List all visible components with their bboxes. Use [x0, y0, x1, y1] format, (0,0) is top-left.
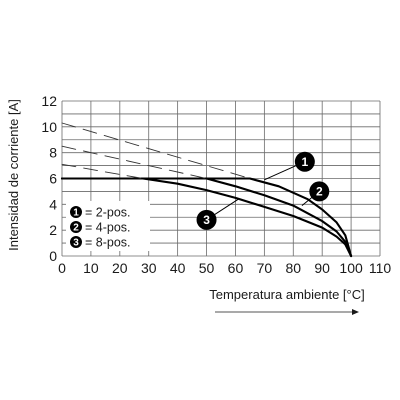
callout-3-badge	[196, 209, 217, 230]
series-2-solid-line	[60, 177, 353, 258]
x-tick-label: 110	[369, 260, 392, 276]
series-3-solid-line	[60, 177, 353, 258]
x-tick-label: 10	[83, 260, 99, 276]
callout-2-badge	[309, 181, 330, 202]
series-2-dashed-line	[61, 145, 207, 179]
y-tick-label: 10	[41, 119, 57, 135]
legend-label-3: = 8-pos.	[85, 236, 131, 250]
y-tick-label: 2	[49, 222, 57, 238]
legend-marker-3	[70, 236, 82, 248]
x-tick-label: 40	[170, 260, 186, 276]
y-tick-label: 6	[49, 171, 57, 187]
callout-2-number: 2	[316, 185, 323, 199]
callout-3-number: 3	[203, 213, 210, 227]
y-axis-title: Intensidad de corriente [A]	[6, 99, 21, 251]
callout-1-badge	[294, 151, 315, 172]
y-tick-label: 8	[49, 145, 57, 161]
legend-marker-1-number: 1	[73, 208, 79, 219]
legend-marker-1	[70, 206, 82, 218]
y-tick-label: 4	[49, 196, 57, 212]
x-tick-label: 20	[112, 260, 128, 276]
x-axis-title: Temperatura ambiente [°C]	[209, 287, 365, 302]
x-tick-label: 90	[314, 260, 330, 276]
x-tick-label: 30	[141, 260, 157, 276]
x-tick-label: 70	[257, 260, 273, 276]
series-1-solid-line	[60, 177, 353, 258]
legend-marker-3-number: 3	[73, 238, 79, 249]
x-tick-label: 60	[228, 260, 244, 276]
callout-1-number: 1	[301, 155, 308, 169]
legend-marker-2-number: 2	[73, 223, 79, 234]
x-tick-label: 50	[199, 260, 215, 276]
x-tick-label: 100	[339, 260, 363, 276]
legend-marker-2	[70, 221, 82, 233]
y-tick-label: 0	[49, 248, 57, 264]
x-axis-arrow-head	[352, 309, 359, 315]
x-tick-label: 80	[285, 260, 301, 276]
series-3-dashed-line	[61, 163, 144, 179]
x-tick-label: 0	[58, 260, 66, 276]
legend-label-1: = 2-pos.	[85, 206, 131, 220]
y-tick-label: 12	[41, 93, 57, 109]
legend-label-2: = 4-pos.	[85, 221, 131, 235]
series-1-dashed-line	[61, 122, 251, 179]
